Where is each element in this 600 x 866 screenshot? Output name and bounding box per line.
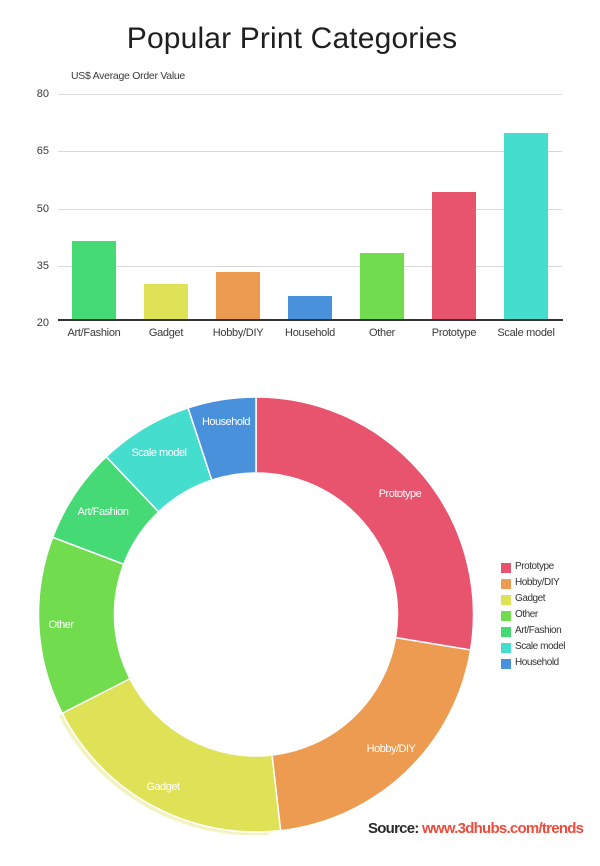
svg-text:Gadget: Gadget xyxy=(146,781,180,793)
svg-text:Hobby/DIY: Hobby/DIY xyxy=(367,743,417,755)
svg-text:Prototype: Prototype xyxy=(379,488,422,500)
svg-text:Other: Other xyxy=(48,619,74,631)
svg-text:Scale model: Scale model xyxy=(131,447,186,459)
svg-text:Household: Household xyxy=(202,416,250,428)
svg-text:Art/Fashion: Art/Fashion xyxy=(78,506,129,518)
